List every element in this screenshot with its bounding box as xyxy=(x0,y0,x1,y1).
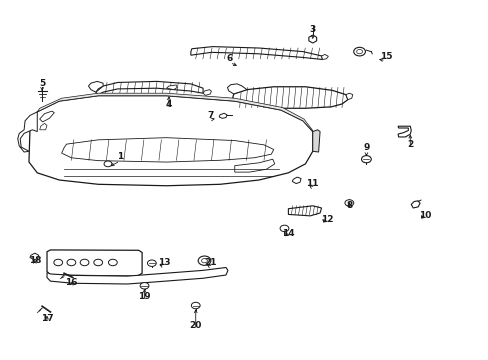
Polygon shape xyxy=(410,201,419,208)
Polygon shape xyxy=(47,250,142,276)
Polygon shape xyxy=(227,84,246,94)
Polygon shape xyxy=(232,87,347,108)
Text: 10: 10 xyxy=(418,211,430,220)
Text: 13: 13 xyxy=(158,258,170,267)
Text: 4: 4 xyxy=(165,100,172,109)
Circle shape xyxy=(361,156,370,163)
Text: 1: 1 xyxy=(117,152,123,161)
Text: 12: 12 xyxy=(321,215,333,224)
Polygon shape xyxy=(96,81,203,95)
Text: 19: 19 xyxy=(138,292,150,301)
Polygon shape xyxy=(29,96,312,186)
Text: 18: 18 xyxy=(28,256,41,265)
Polygon shape xyxy=(397,126,410,137)
Polygon shape xyxy=(40,111,54,122)
Text: 9: 9 xyxy=(363,143,369,152)
Circle shape xyxy=(104,161,112,167)
Text: 6: 6 xyxy=(226,54,232,63)
Text: 2: 2 xyxy=(407,140,412,149)
Polygon shape xyxy=(47,267,227,284)
Text: 14: 14 xyxy=(282,229,294,238)
Circle shape xyxy=(191,302,200,309)
Polygon shape xyxy=(345,93,352,100)
Polygon shape xyxy=(234,159,274,172)
Circle shape xyxy=(147,260,156,266)
Circle shape xyxy=(94,259,102,266)
Polygon shape xyxy=(312,130,320,152)
Polygon shape xyxy=(18,112,37,152)
Polygon shape xyxy=(203,90,211,95)
Circle shape xyxy=(344,200,353,206)
Circle shape xyxy=(80,259,89,266)
Circle shape xyxy=(353,47,365,56)
Circle shape xyxy=(280,225,288,231)
Text: 21: 21 xyxy=(203,258,216,267)
Polygon shape xyxy=(88,81,103,92)
Circle shape xyxy=(140,283,149,289)
Polygon shape xyxy=(288,206,321,216)
Polygon shape xyxy=(61,138,273,162)
Circle shape xyxy=(67,259,76,266)
Circle shape xyxy=(198,256,210,265)
Circle shape xyxy=(108,259,117,266)
Text: 11: 11 xyxy=(306,179,318,188)
Polygon shape xyxy=(30,253,39,260)
Circle shape xyxy=(54,259,62,266)
Polygon shape xyxy=(292,177,301,184)
Text: 3: 3 xyxy=(309,25,315,34)
Polygon shape xyxy=(190,46,322,59)
Polygon shape xyxy=(219,113,226,118)
Polygon shape xyxy=(308,35,316,43)
Polygon shape xyxy=(166,85,177,90)
Polygon shape xyxy=(37,93,312,132)
Text: 20: 20 xyxy=(189,321,202,330)
Text: 5: 5 xyxy=(39,79,45,88)
Polygon shape xyxy=(321,54,328,59)
Text: 8: 8 xyxy=(346,201,352,210)
Text: 7: 7 xyxy=(207,111,213,120)
Text: 17: 17 xyxy=(41,314,53,323)
Text: 16: 16 xyxy=(65,278,78,287)
Polygon shape xyxy=(40,123,47,130)
Text: 15: 15 xyxy=(379,52,391,61)
